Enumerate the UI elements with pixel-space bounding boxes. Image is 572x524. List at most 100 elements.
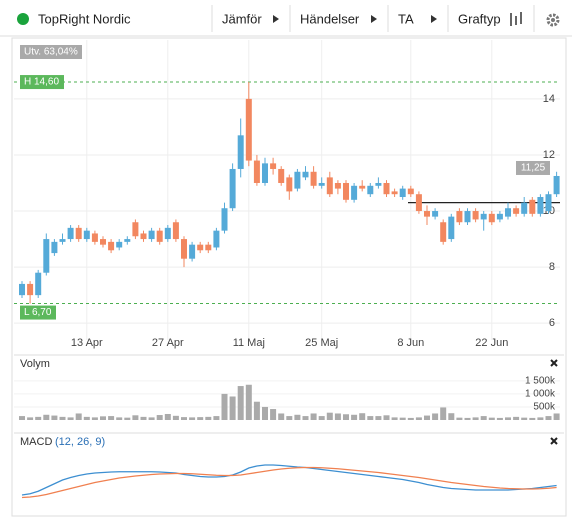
candle-body [75, 227, 82, 240]
volume-bar [537, 417, 544, 420]
volume-bar [513, 416, 520, 420]
candle-body [132, 222, 139, 237]
volume-bar [270, 409, 277, 420]
candle-body [189, 244, 196, 259]
candle-body [108, 241, 115, 251]
candle-body [148, 230, 155, 240]
candle-body [448, 216, 455, 240]
volume-bar [326, 412, 333, 420]
volume-bar [302, 416, 309, 420]
volume-bar [391, 417, 398, 420]
volume-bar [553, 413, 560, 420]
candle-body [253, 160, 260, 183]
volume-bar [245, 384, 252, 420]
volume-bar [213, 416, 220, 420]
candle-body [237, 135, 244, 169]
events-button[interactable]: Händelser [300, 11, 360, 26]
compare-button[interactable]: Jämför [222, 11, 262, 26]
x-tick-label: 8 Jun [397, 337, 424, 349]
candle-body [415, 194, 422, 212]
candle-body [229, 168, 236, 209]
volume-bar [318, 416, 325, 420]
candle-body [318, 182, 325, 186]
candle-body [472, 211, 479, 220]
candle-body [553, 175, 560, 195]
volume-bar [448, 413, 455, 420]
volume-bar [407, 417, 414, 420]
candle-body [367, 185, 374, 195]
candle-body [197, 244, 204, 251]
x-tick-label: 11 Maj [233, 337, 265, 349]
ta-button[interactable]: TA [398, 11, 414, 26]
volume-bar [432, 413, 439, 420]
volume-bar [545, 416, 552, 420]
volume-bar [505, 417, 511, 420]
settings-icon[interactable] [546, 13, 560, 27]
header-separators [211, 5, 535, 32]
volume-bar [253, 401, 260, 420]
volume-bar [116, 417, 123, 420]
volume-bar [343, 414, 349, 420]
candle-body [245, 98, 252, 161]
dropdown-arrow [371, 15, 377, 23]
volume-bar [189, 417, 196, 420]
volume-bar [351, 414, 358, 420]
macd-line [21, 466, 557, 499]
candle-body [286, 177, 293, 192]
candle-body [488, 213, 495, 223]
last-price-badge [516, 160, 550, 175]
volume-bar [278, 413, 285, 420]
macd-params: (12, 26, 9) [55, 436, 105, 448]
candle-body [172, 222, 179, 240]
candle-body [100, 239, 106, 245]
volume-bar [140, 416, 147, 420]
charttype-button[interactable]: Graftyp [458, 11, 501, 26]
volume-bar [334, 413, 341, 420]
volume-bar [221, 393, 228, 420]
candle-body [19, 283, 25, 296]
x-tick-label: 27 Apr [152, 337, 184, 349]
volume-bar [383, 415, 390, 420]
candle-body [164, 227, 171, 240]
volume-bar [205, 416, 212, 420]
candle-body [221, 208, 228, 231]
high-label: H 14,60 [24, 77, 59, 88]
volume-bar [359, 413, 366, 420]
volume-bar [521, 417, 528, 420]
volume-bar [440, 407, 447, 420]
volume-bar [75, 413, 82, 420]
candle-body [496, 213, 503, 220]
volume-bar [262, 406, 268, 420]
candle-body [440, 222, 447, 242]
volume-bar [237, 386, 244, 420]
candle-body [505, 208, 511, 217]
candle-body [351, 185, 358, 200]
candle-body [432, 211, 439, 217]
volume-bar [488, 417, 495, 420]
volume-bar [310, 413, 317, 420]
close-macd[interactable] [550, 437, 558, 445]
volume-bar [480, 416, 487, 420]
candle-body [456, 211, 463, 223]
high-badge [20, 75, 64, 90]
candle-body [529, 199, 536, 214]
y-tick-label: 6 [549, 317, 555, 329]
change-label: Utv. 63,04% [24, 47, 78, 58]
dropdown-arrow [431, 15, 437, 23]
candle-body [302, 171, 309, 178]
volume-bar [472, 417, 479, 420]
x-tick-label: 22 Jun [475, 337, 508, 349]
volume-bar [51, 415, 58, 420]
close-volume[interactable] [550, 359, 558, 367]
volume-bar [27, 417, 34, 420]
candle-body [326, 177, 333, 195]
candle-body [359, 185, 366, 189]
candle-body [67, 227, 74, 240]
volume-bar [375, 416, 382, 420]
low-label: L 6,70 [24, 307, 52, 318]
change-badge [20, 45, 82, 59]
volume-bar [164, 413, 171, 420]
volume-title: Volym [20, 358, 50, 370]
candle-body [513, 208, 520, 214]
